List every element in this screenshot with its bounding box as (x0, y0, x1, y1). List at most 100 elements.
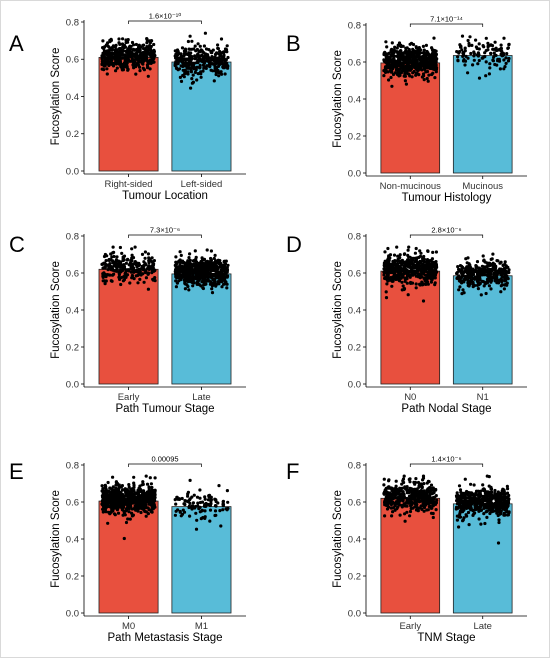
data-point (435, 265, 439, 269)
data-point (112, 512, 117, 516)
x-axis-title: TNM Stage (417, 632, 475, 644)
data-point (146, 272, 150, 276)
data-point (191, 273, 195, 277)
data-point (216, 47, 220, 51)
data-point (143, 500, 147, 504)
y-tick-label: 0.2 (348, 131, 361, 142)
data-point (130, 265, 135, 269)
data-point (179, 79, 184, 83)
data-point (498, 67, 502, 71)
data-point (217, 58, 221, 62)
data-point (188, 54, 192, 58)
data-point (125, 508, 129, 512)
data-point (106, 41, 110, 45)
data-point (140, 483, 144, 487)
significance-bracket (409, 23, 484, 27)
data-point (103, 266, 107, 270)
y-tick-label: 0.6 (66, 497, 79, 508)
data-point (402, 74, 406, 78)
data-point (224, 507, 228, 511)
data-point (429, 271, 433, 276)
data-point (210, 276, 214, 280)
data-point (225, 50, 229, 54)
data-point (115, 255, 119, 259)
data-point (219, 267, 223, 272)
data-point (478, 268, 482, 272)
data-point (467, 284, 471, 288)
data-point (151, 268, 155, 272)
data-point (221, 504, 225, 508)
data-point (472, 50, 476, 54)
data-point (497, 495, 501, 499)
data-point (394, 61, 398, 65)
data-point (466, 38, 470, 43)
data-point (486, 48, 490, 52)
data-point (474, 268, 478, 272)
data-point (142, 280, 146, 284)
data-point (422, 54, 426, 58)
data-point (398, 267, 402, 271)
data-point (470, 275, 474, 279)
data-point (223, 259, 227, 263)
data-point (117, 41, 121, 45)
data-point (478, 278, 482, 282)
data-point (489, 499, 493, 503)
data-point (398, 270, 402, 274)
data-point (429, 58, 433, 62)
data-point (121, 255, 125, 259)
data-point (425, 76, 429, 81)
y-tick-label: 0.6 (66, 55, 79, 66)
data-point (390, 279, 394, 283)
data-point (147, 261, 151, 265)
data-point (223, 276, 227, 280)
data-point (481, 483, 485, 487)
data-point (496, 57, 500, 61)
data-point (392, 51, 396, 55)
data-point (421, 57, 425, 61)
data-point (193, 70, 197, 74)
data-point (100, 484, 104, 488)
bar-n0 (380, 270, 441, 385)
data-point (466, 56, 470, 60)
data-point (178, 75, 182, 79)
data-point (418, 260, 422, 264)
data-point (405, 65, 409, 70)
data-point (197, 273, 201, 277)
data-point (478, 281, 482, 286)
data-point (478, 492, 482, 496)
data-point (125, 494, 129, 498)
data-point (223, 271, 227, 275)
data-point (429, 496, 433, 500)
data-point (485, 270, 490, 274)
data-point (385, 282, 389, 286)
data-point (482, 511, 486, 516)
data-point (398, 73, 402, 77)
data-point (497, 518, 501, 522)
data-point (426, 79, 430, 83)
data-point (480, 264, 484, 268)
data-point (504, 269, 508, 273)
data-point (413, 269, 417, 273)
x-tick-label: Right-sided (105, 179, 153, 190)
data-point (221, 508, 225, 512)
data-point (121, 37, 125, 41)
data-point (393, 493, 397, 497)
data-point (420, 496, 424, 500)
data-point (386, 275, 390, 279)
data-point (150, 265, 154, 269)
data-point (474, 265, 478, 269)
data-point (459, 497, 463, 501)
data-point (462, 291, 466, 295)
data-point (195, 282, 199, 286)
data-point (481, 268, 485, 272)
y-tick-label: 0.6 (66, 268, 79, 279)
data-point (434, 508, 438, 512)
data-point (475, 283, 480, 287)
data-point (205, 64, 209, 68)
y-tick-label: 0.0 (66, 379, 79, 390)
data-point (137, 45, 141, 49)
data-point (395, 46, 399, 50)
data-point (464, 513, 468, 517)
